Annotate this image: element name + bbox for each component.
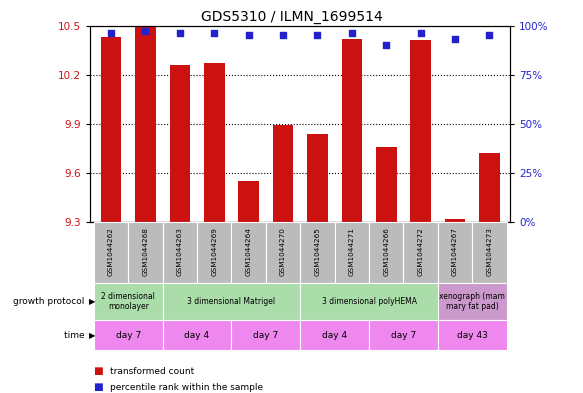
Bar	[300, 283, 438, 320]
Text: 2 dimensional
monolayer: 2 dimensional monolayer	[101, 292, 155, 311]
Text: GDS5310 / ILMN_1699514: GDS5310 / ILMN_1699514	[201, 10, 382, 24]
Point	[451, 36, 460, 42]
Text: GSM1044269: GSM1044269	[211, 227, 217, 276]
Bar	[307, 134, 328, 222]
Text: GSM1044272: GSM1044272	[417, 227, 424, 276]
Bar	[204, 63, 224, 222]
Point	[485, 32, 494, 39]
Text: ■: ■	[93, 382, 103, 392]
Bar	[266, 222, 300, 283]
Bar	[300, 222, 335, 283]
Text: GSM1044262: GSM1044262	[108, 227, 114, 276]
Text: GSM1044266: GSM1044266	[383, 227, 389, 276]
Bar	[369, 222, 403, 283]
Point	[141, 28, 150, 35]
Bar	[410, 40, 431, 222]
Bar	[479, 153, 500, 222]
Bar	[163, 320, 231, 350]
Bar	[170, 65, 190, 222]
Point	[244, 32, 253, 39]
Text: GSM1044271: GSM1044271	[349, 227, 355, 276]
Bar	[438, 283, 507, 320]
Text: ■: ■	[93, 366, 103, 376]
Text: 3 dimensional Matrigel: 3 dimensional Matrigel	[187, 297, 276, 306]
Bar	[335, 222, 369, 283]
Bar	[94, 283, 163, 320]
Text: growth protocol: growth protocol	[13, 297, 87, 306]
Text: GSM1044263: GSM1044263	[177, 227, 183, 276]
Bar	[163, 222, 197, 283]
Text: GSM1044270: GSM1044270	[280, 227, 286, 276]
Text: percentile rank within the sample: percentile rank within the sample	[110, 383, 263, 391]
Bar	[94, 320, 163, 350]
Text: time: time	[64, 331, 87, 340]
Text: day 4: day 4	[184, 331, 209, 340]
Point	[382, 42, 391, 48]
Point	[313, 32, 322, 39]
Text: transformed count: transformed count	[110, 367, 194, 376]
Point	[416, 30, 426, 37]
Bar	[438, 320, 507, 350]
Bar	[135, 26, 156, 222]
Text: GSM1044264: GSM1044264	[245, 227, 252, 276]
Bar	[472, 222, 507, 283]
Bar	[231, 222, 266, 283]
Text: GSM1044273: GSM1044273	[486, 227, 493, 276]
Text: day 7: day 7	[391, 331, 416, 340]
Bar	[231, 320, 300, 350]
Text: GSM1044267: GSM1044267	[452, 227, 458, 276]
Point	[209, 30, 219, 37]
Text: 3 dimensional polyHEMA: 3 dimensional polyHEMA	[322, 297, 417, 306]
Text: day 43: day 43	[457, 331, 488, 340]
Bar	[369, 320, 438, 350]
Bar	[94, 222, 128, 283]
Bar	[300, 320, 369, 350]
Text: day 7: day 7	[115, 331, 141, 340]
Text: day 7: day 7	[253, 331, 279, 340]
Text: GSM1044265: GSM1044265	[314, 227, 321, 276]
Bar	[163, 283, 300, 320]
Bar	[445, 219, 465, 222]
Bar	[342, 39, 362, 222]
Bar	[128, 222, 163, 283]
Bar	[273, 125, 293, 222]
Bar	[403, 222, 438, 283]
Text: ▶: ▶	[89, 331, 95, 340]
Text: ▶: ▶	[89, 297, 95, 306]
Point	[175, 30, 184, 37]
Bar	[438, 222, 472, 283]
Text: xenograph (mam
mary fat pad): xenograph (mam mary fat pad)	[440, 292, 505, 311]
Bar	[238, 181, 259, 222]
Bar	[101, 37, 121, 222]
Point	[278, 32, 287, 39]
Text: day 4: day 4	[322, 331, 347, 340]
Text: GSM1044268: GSM1044268	[142, 227, 149, 276]
Point	[106, 30, 115, 37]
Bar	[376, 147, 396, 222]
Bar	[197, 222, 231, 283]
Point	[347, 30, 357, 37]
